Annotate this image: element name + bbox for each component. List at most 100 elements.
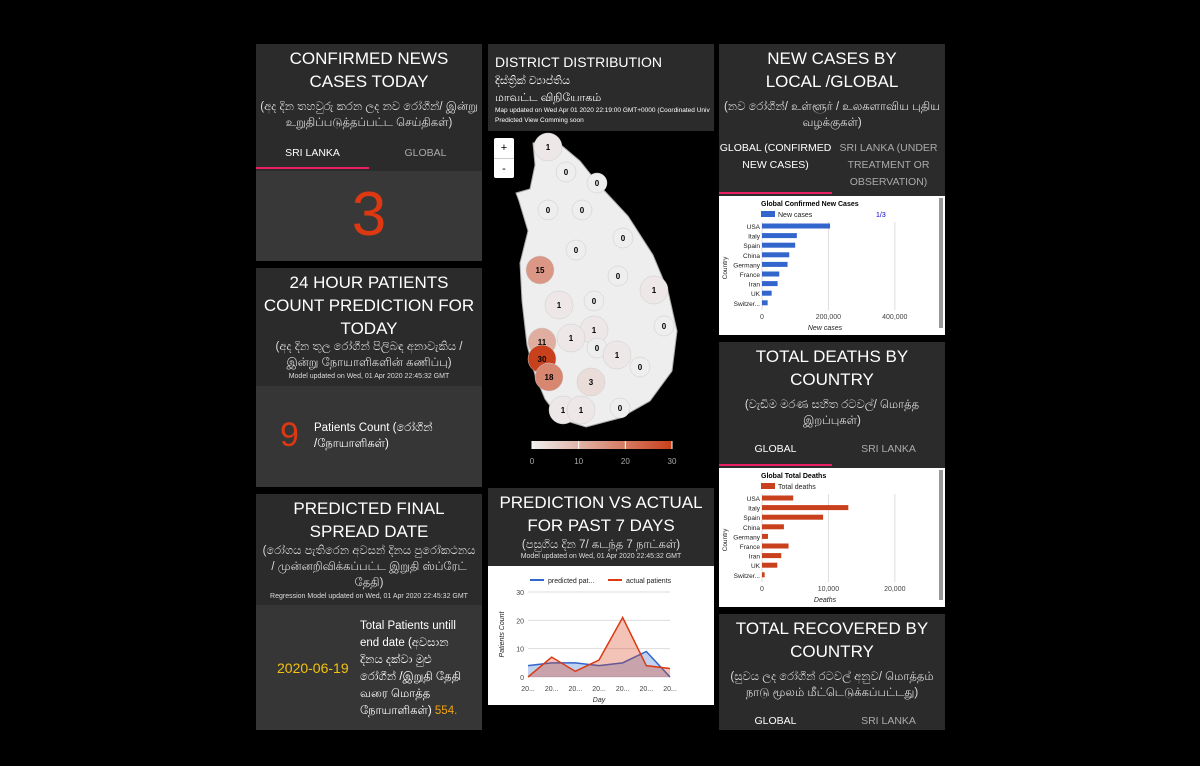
x-tick-label: 0 <box>760 586 764 593</box>
chart-title: Global Confirmed New Cases <box>761 201 859 208</box>
district-count: 1 <box>546 143 551 152</box>
x-tick-label: 10,000 <box>818 586 840 593</box>
district-count: 1 <box>569 334 574 343</box>
value-panel: 2020-06-19 Total Patients untill end dat… <box>256 605 482 730</box>
card-subtitle: දිස්ත්‍රික් ව්‍යාප්තිය <box>495 75 570 87</box>
card: 24 HOUR PATIENTS COUNT PREDICTION FOR TO… <box>256 268 482 487</box>
bar <box>762 233 797 239</box>
district <box>602 340 632 370</box>
line <box>527 615 671 678</box>
district <box>607 265 629 287</box>
line-chart: 0 10 20 30 20... 20... 20... 20... 20... 20... 20.… <box>488 566 714 705</box>
district <box>565 239 587 261</box>
pager: 1/3 <box>876 212 886 219</box>
card: NEW CASES BY LOCAL /GLOBAL (නව රෝගීන්/ உ… <box>719 44 945 335</box>
district <box>583 290 605 312</box>
card: PREDICTION VS ACTUAL FOR PAST 7 DAYS (පස… <box>488 488 714 705</box>
y-tick-label: 20 <box>516 618 524 625</box>
note: Map updated on Wed Apr 01 2020 22:19:00 … <box>495 107 710 114</box>
card-subtitle: (අද දින තහවුරු කරන ලද නව රෝගීන්/ இன்று உ… <box>260 101 478 129</box>
x-axis-label: New cases <box>808 325 843 332</box>
card-subtitle: (පසුගිය දින 7/ கடந்த 7 நாட்கள்) <box>521 539 681 551</box>
y-tick-label: UK <box>751 291 761 298</box>
tab[interactable]: GLOBAL <box>404 147 447 159</box>
tab[interactable]: GLOBAL <box>719 713 832 730</box>
x-tick-label: 20... <box>545 686 559 693</box>
district <box>576 367 606 397</box>
y-tick-label: UK <box>751 563 761 570</box>
note: Model updated on Wed, 01 Apr 2020 22:45:… <box>520 553 682 560</box>
district <box>544 290 574 320</box>
y-tick-label: Germany <box>733 262 760 269</box>
tab[interactable]: SRI LANKA (UNDER TREATMENT OR OBSERVATIO… <box>839 142 938 188</box>
y-tick-label: 0 <box>520 675 524 682</box>
y-tick-label: Iran <box>749 282 761 289</box>
y-tick-label: Spain <box>743 515 760 522</box>
y-axis-label: Patients Count <box>499 610 506 657</box>
total: 554. <box>434 705 458 717</box>
card-title: DISTRICT DISTRIBUTION <box>495 54 662 70</box>
district-count: 0 <box>580 206 585 215</box>
card-title: CONFIRMED NEWS CASES TODAY <box>289 49 449 91</box>
district <box>629 356 651 378</box>
line <box>527 650 671 678</box>
district <box>566 395 596 425</box>
card: TOTAL RECOVERED BY COUNTRY (සුවය ලද රෝගී… <box>719 614 945 730</box>
bar <box>762 271 780 277</box>
colorbar-label: 30 <box>668 457 677 466</box>
bar <box>762 252 790 258</box>
big-number: 9 <box>280 416 299 454</box>
district-count: 18 <box>545 373 554 382</box>
district <box>533 132 563 162</box>
x-axis-label: Deaths <box>814 597 837 604</box>
district <box>653 315 675 337</box>
area <box>528 617 670 677</box>
y-tick-label: Spain <box>743 243 760 250</box>
district <box>534 362 564 392</box>
x-tick-label: 20... <box>640 686 654 693</box>
x-tick-label: 400,000 <box>882 314 907 321</box>
scrollbar <box>939 198 943 328</box>
y-tick-label: 30 <box>516 590 524 597</box>
x-tick-label: 20... <box>569 686 583 693</box>
district <box>556 323 586 353</box>
card-title: NEW CASES BY LOCAL /GLOBAL <box>765 49 899 91</box>
value-label: Total Patients untill end date (අවසාන දි… <box>360 618 464 720</box>
date: 2020-06-19 <box>277 660 349 676</box>
tab[interactable]: SRI LANKA <box>861 443 916 455</box>
card: PREDICTED FINAL SPREAD DATE (රෝගය පැතිරෙ… <box>256 494 482 730</box>
x-tick-label: 0 <box>760 314 764 321</box>
district-count: 0 <box>621 234 626 243</box>
tab[interactable]: GLOBAL <box>719 441 832 466</box>
district-count: 0 <box>662 322 667 331</box>
bar <box>762 242 796 248</box>
bar <box>762 533 768 539</box>
district-count: 30 <box>538 355 547 364</box>
district-count: 0 <box>546 206 551 215</box>
y-tick-label: Italy <box>748 234 761 241</box>
district-count: 15 <box>536 266 545 275</box>
tab[interactable]: SRI LANKA <box>256 144 369 169</box>
tab[interactable]: GLOBAL (CONFIRMED NEW CASES) <box>719 140 832 194</box>
zoom-out[interactable]: - <box>502 163 506 175</box>
district <box>639 275 669 305</box>
note: Model updated on Wed, 01 Apr 2020 22:45:… <box>288 373 450 380</box>
district-count: 1 <box>615 351 620 360</box>
bar <box>762 514 824 520</box>
x-axis-label: Day <box>593 697 606 704</box>
scrollbar <box>939 470 943 600</box>
x-tick-label: 20,000 <box>884 586 906 593</box>
district-count: 1 <box>561 406 566 415</box>
bar <box>762 562 778 568</box>
district-count: 0 <box>592 297 597 306</box>
y-tick-label: China <box>743 525 760 532</box>
zoom-in[interactable]: + <box>494 138 514 159</box>
tab[interactable]: SRI LANKA <box>861 715 916 727</box>
value-panel: 3 <box>256 171 482 261</box>
card-title: PREDICTED FINAL SPREAD DATE <box>293 499 445 541</box>
chart-title: Global Total Deaths <box>761 473 826 480</box>
card-subtitle: மாவட்ட விநியோகம் <box>495 92 602 104</box>
card-subtitle: (නව රෝගීන්/ உள்ளூர் / உலகளாவிய புதிய வழக… <box>723 101 941 129</box>
bar <box>762 553 782 559</box>
